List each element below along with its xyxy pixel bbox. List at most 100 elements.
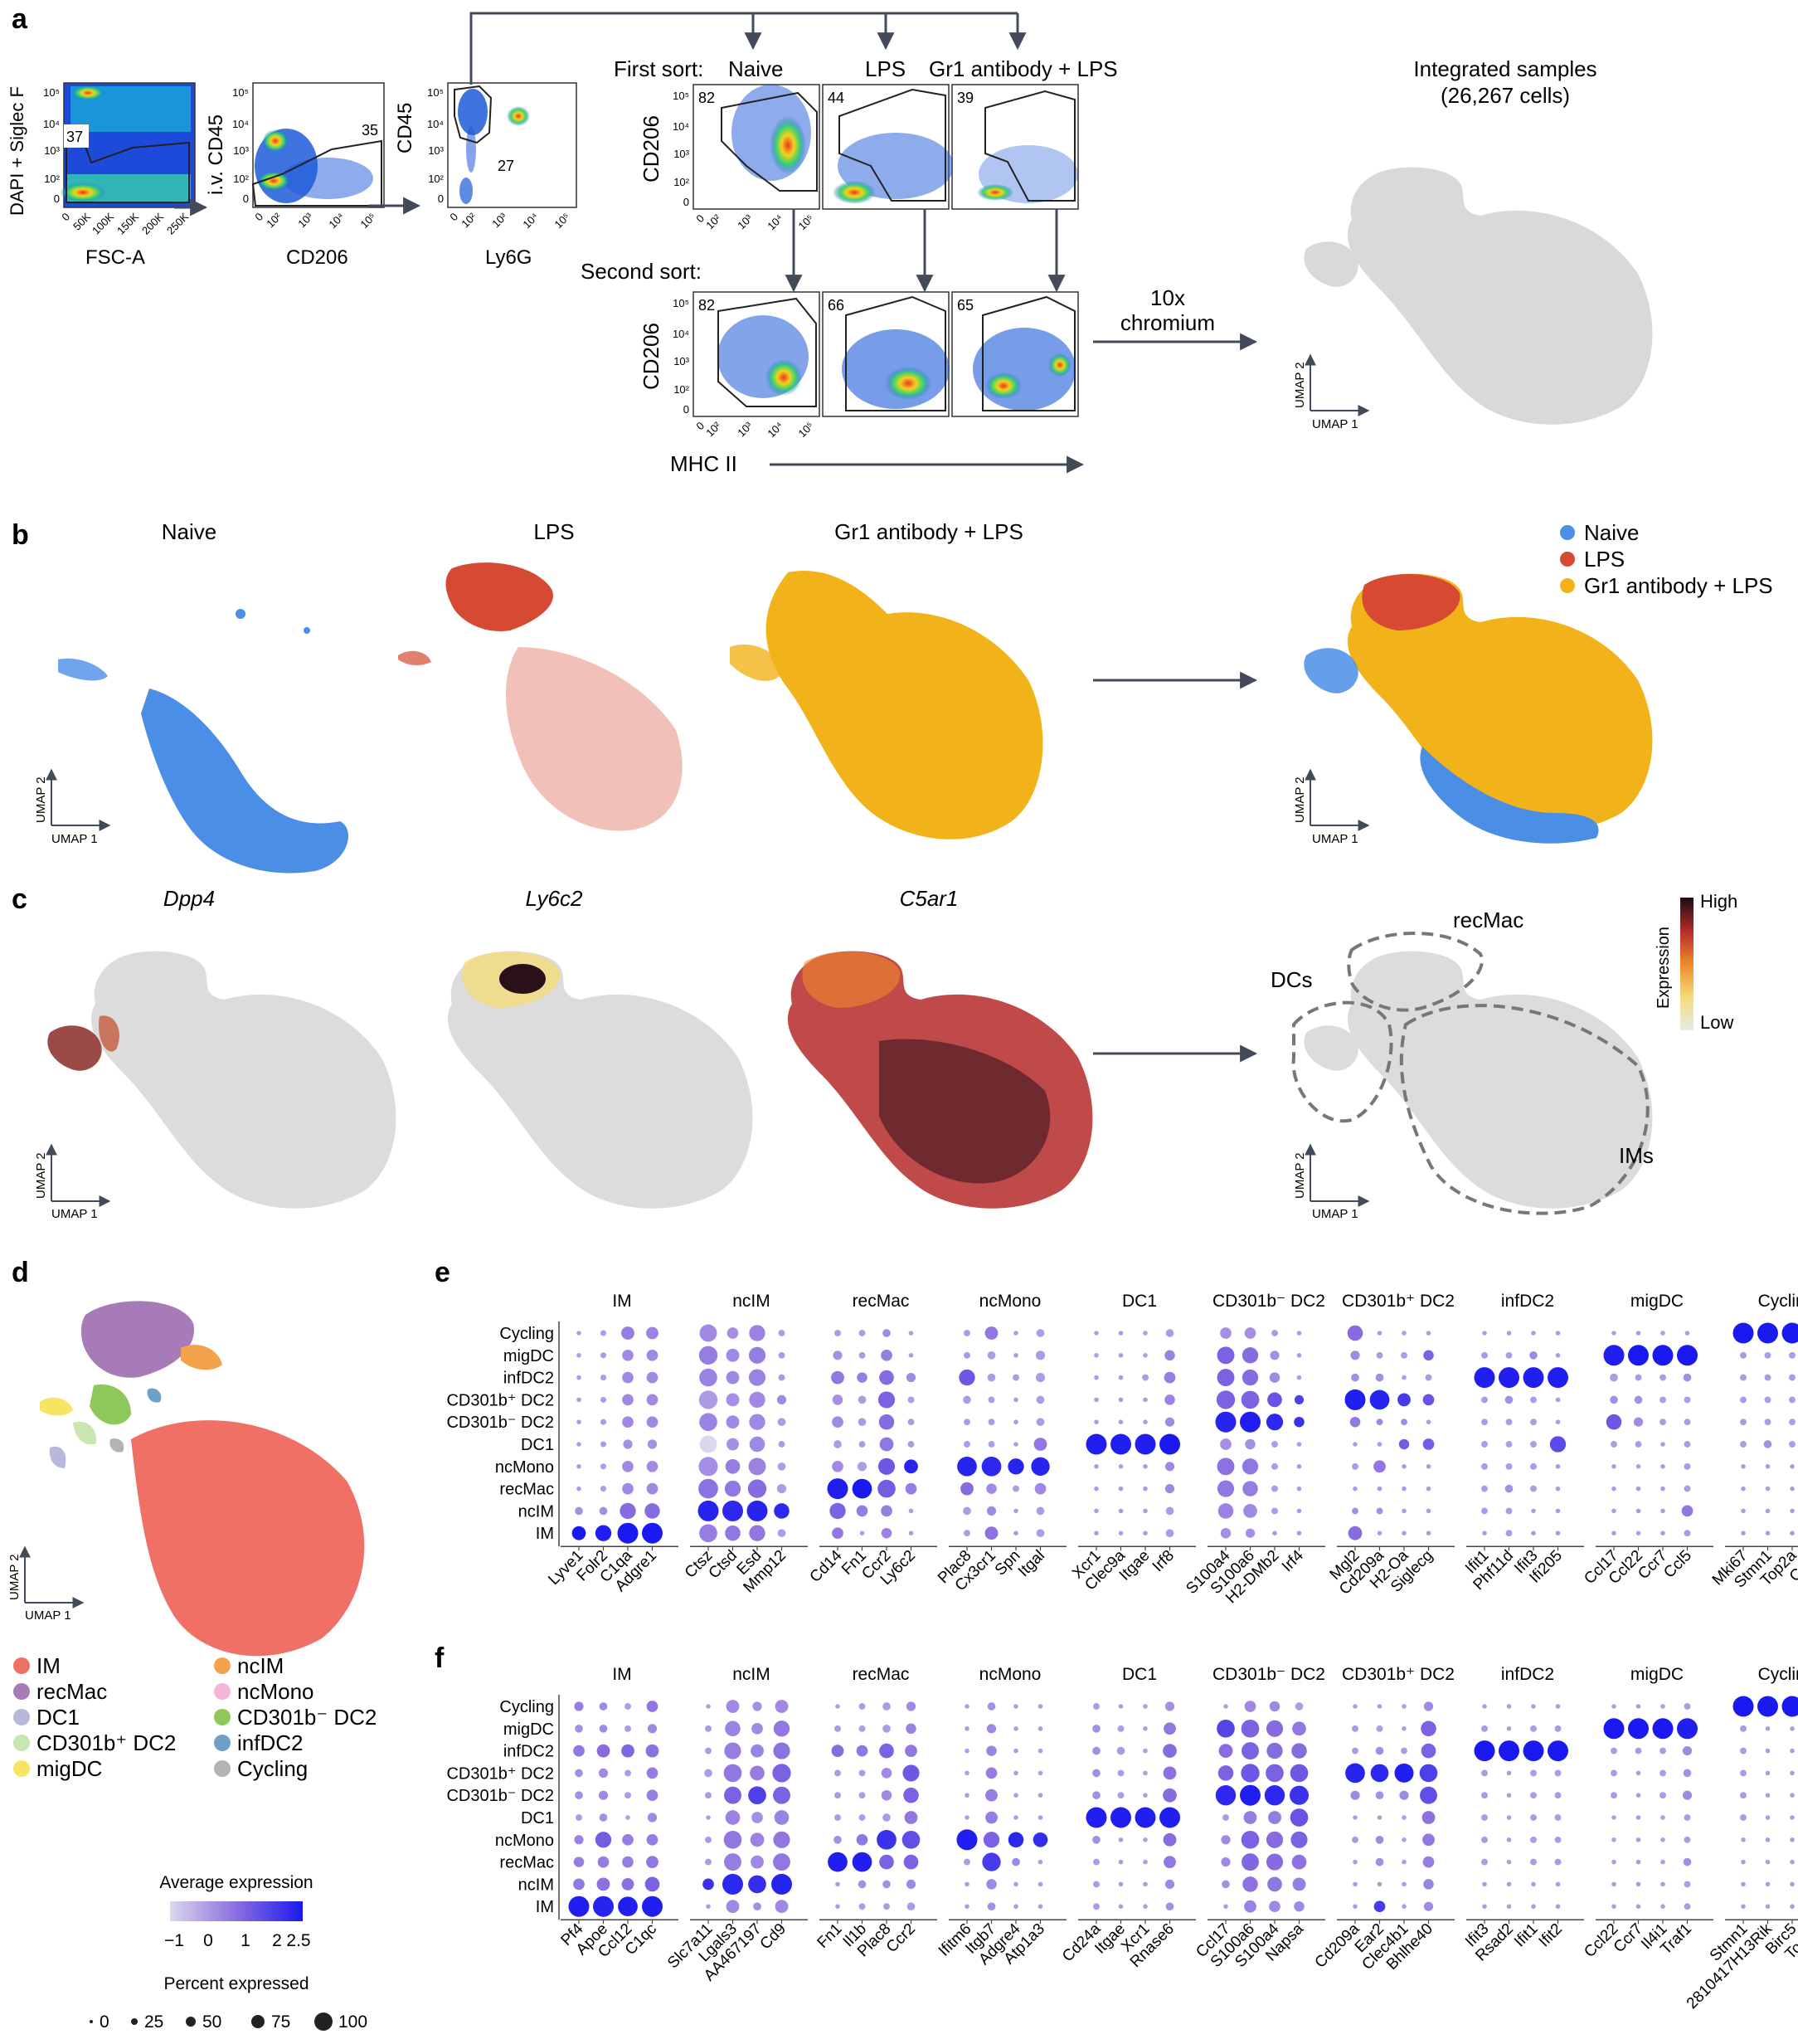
dotplot-dot	[1684, 1814, 1691, 1821]
dotplot-dot	[1242, 1876, 1258, 1892]
umap-lps-cluster	[445, 562, 553, 631]
panel-d-axes: UMAP 1 UMAP 2	[7, 1545, 85, 1623]
dotplot-dot	[1505, 1351, 1513, 1359]
dotplot-dot	[1732, 1696, 1754, 1717]
dotplot-row-label: DC1	[521, 1436, 554, 1454]
second-sort-gr1-hotspot	[985, 372, 1022, 399]
umap-cluster-ncim	[181, 1345, 222, 1370]
umap-y-label: UMAP 2	[1293, 362, 1307, 408]
dotplot-dot	[1789, 1351, 1796, 1359]
dotplot-dot	[1143, 1531, 1148, 1535]
dotplot-dot	[1505, 1530, 1513, 1537]
dotplot-dot	[1422, 1856, 1435, 1868]
dotplot-dot	[1143, 1859, 1148, 1865]
dotplot-dot	[1352, 1836, 1358, 1843]
first-sort-naive-hotspot	[770, 116, 806, 174]
dotplot-row-label: migDC	[503, 1347, 554, 1365]
umap-merged-gr1	[1347, 573, 1653, 831]
first-sort-ytick: 10⁵	[673, 90, 689, 102]
dotplot-dot	[1092, 1791, 1101, 1800]
dotplot-dot	[1245, 1528, 1256, 1538]
dotplot-dot	[724, 1480, 741, 1497]
dotplot-row-label: IM	[536, 1525, 554, 1543]
dotplot-dot	[964, 1858, 970, 1866]
dotplot-dot	[1242, 1369, 1259, 1386]
second-sort-lps-hotspot	[885, 367, 931, 400]
dotplot-dot	[1094, 1375, 1099, 1380]
dotplot-dot	[1529, 1350, 1538, 1360]
dotplot-dot	[646, 1394, 658, 1406]
dotplot-dot	[1505, 1441, 1513, 1448]
expression-colorbar-low: Low	[1700, 1012, 1733, 1033]
dotplot-dot	[725, 1458, 741, 1474]
umap-dpp4-high	[47, 1025, 102, 1071]
second-sort-naive-hotspot	[765, 359, 802, 396]
dotplot-dot	[1143, 1331, 1148, 1336]
dotplot-dot	[858, 1703, 866, 1710]
dotplot-group-title: recMac	[853, 1665, 910, 1684]
first-sort-ytick: 0	[683, 196, 689, 208]
dotplot-dot	[1376, 1725, 1383, 1732]
region-dcs-outline	[1291, 1000, 1393, 1123]
distribution-line	[469, 12, 1018, 85]
second-sort-ytick: 10²	[673, 383, 689, 396]
dotplot-dot	[1660, 1331, 1665, 1336]
dotplot-group-title: CD301b⁺ DC2	[1342, 1665, 1455, 1684]
dotplot-dot	[1660, 1815, 1665, 1820]
dotplot-dot	[1135, 1807, 1156, 1828]
dotplot-dot	[1118, 1904, 1124, 1909]
dotplot-dot	[1660, 1442, 1665, 1447]
dotplot-dot	[1223, 1704, 1228, 1709]
gating-plot-1-ytick: 10⁴	[43, 118, 60, 130]
dotplot-dot	[1421, 1720, 1436, 1737]
dotplot-dot	[1143, 1748, 1148, 1754]
dotplot-dot	[722, 1500, 743, 1521]
umap-ly6c2-high	[499, 964, 546, 994]
dotplot-dot	[575, 1506, 583, 1516]
dotplot-dot	[1220, 1327, 1232, 1339]
dotplot-dot	[576, 1814, 582, 1821]
dotplot-dot	[1765, 1531, 1771, 1535]
dotplot-dot	[1402, 1859, 1407, 1865]
dotplot-dot	[1765, 1881, 1771, 1887]
dotplot-dot	[1399, 1790, 1409, 1800]
dotplot-dot	[1401, 1747, 1407, 1754]
dotplot-dot	[834, 1769, 841, 1777]
second-sort-xtick: 10³	[735, 419, 755, 439]
panel-c-region-umap-x-label: UMAP 1	[1312, 1207, 1358, 1221]
dotplot-dot	[773, 1853, 790, 1871]
gating-plot-3-density-3	[466, 126, 476, 173]
expression-colorbar-gradient	[1680, 898, 1694, 1030]
dotplot-dot	[777, 1418, 786, 1427]
dotplot-dot	[1118, 1464, 1124, 1469]
integrated-title-line2: (26,267 cells)	[1441, 83, 1570, 108]
pct-legend-tick: 25	[144, 2012, 163, 2032]
gating-plot-2-ytick: 10³	[233, 144, 249, 157]
dotplot-dot	[576, 1486, 581, 1492]
dotplot-dot	[832, 1527, 843, 1540]
dotplot-row-label: DC1	[521, 1809, 554, 1827]
dotplot-dot	[1660, 1881, 1665, 1887]
dotplot-dot	[723, 1764, 742, 1783]
dotplot-dot	[622, 1349, 634, 1361]
dotplot-dot	[1660, 1837, 1665, 1842]
dotplot-dot	[1294, 1394, 1305, 1404]
dotplot-dot	[1118, 1375, 1124, 1380]
umap-cluster-recmac	[80, 1301, 194, 1378]
dotplot-dot	[902, 1764, 920, 1782]
dotplot-dot	[881, 1768, 892, 1779]
dotplot-dot	[1037, 1726, 1043, 1731]
first-sort-gr1-title: Gr1 antibody + LPS	[929, 56, 1118, 81]
gating-plot-2-gate	[251, 139, 382, 207]
dotplot-dot	[1554, 1858, 1562, 1866]
dotplot-dot	[1217, 1369, 1235, 1387]
dotplot-dot	[1375, 1373, 1384, 1382]
dotplot-dot	[1482, 1704, 1487, 1709]
dotplot-gene-label: Ccl5	[1660, 1547, 1695, 1582]
dotplot-dot	[1682, 1790, 1693, 1800]
dotplot-dot	[624, 1703, 631, 1710]
dotplot-dot	[749, 1414, 765, 1430]
dotplot-dot	[881, 1505, 892, 1517]
dotplot-dot	[1635, 1486, 1641, 1492]
dotplot-dot	[624, 1725, 631, 1732]
